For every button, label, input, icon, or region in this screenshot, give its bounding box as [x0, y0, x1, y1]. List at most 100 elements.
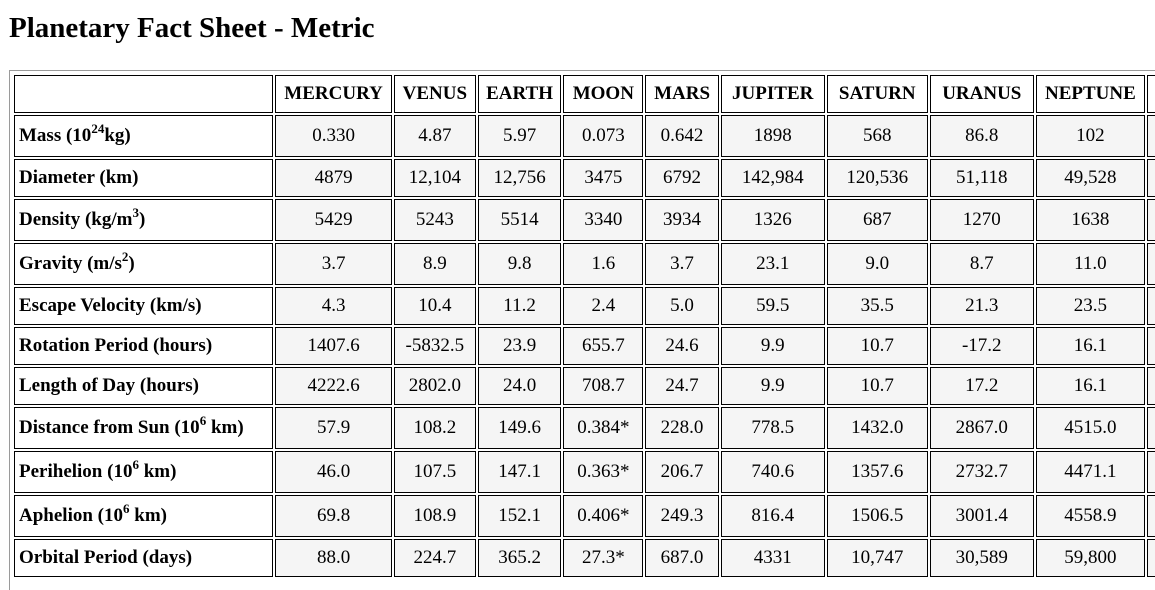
row-label: Distance from Sun (106 km)	[14, 407, 274, 449]
column-header-clipped	[1147, 75, 1155, 113]
row-label-text: Density (kg/m	[19, 209, 133, 230]
value-cell: 3475	[563, 159, 644, 197]
row-label-exponent: 3	[132, 205, 139, 220]
value-cell: 1.6	[563, 243, 644, 285]
value-cell: 2802.0	[393, 367, 476, 405]
fact-table-frame: MERCURY VENUS EARTH MOON MARS JUPITER SA…	[9, 70, 1155, 590]
value-cell: 3934	[645, 199, 719, 241]
value-cell: 2.4	[563, 287, 644, 325]
column-header-mars: MARS	[645, 75, 719, 113]
value-cell-clipped	[1147, 199, 1155, 241]
value-cell: 24.0	[477, 367, 562, 405]
row-label: Orbital Period (days)	[14, 539, 274, 577]
column-header-saturn: SATURN	[826, 75, 929, 113]
value-cell: 11.2	[477, 287, 562, 325]
value-cell: 1326	[720, 199, 825, 241]
row-label-exponent: 24	[91, 121, 105, 136]
column-header-moon: MOON	[563, 75, 644, 113]
value-cell: 9.9	[720, 367, 825, 405]
row-label-unit-tail: km)	[129, 505, 167, 526]
value-cell: 0.073	[563, 115, 644, 157]
row-label-unit-tail: kg)	[104, 125, 131, 146]
value-cell: 5243	[393, 199, 476, 241]
value-cell: 149.6	[477, 407, 562, 449]
value-cell: 69.8	[275, 495, 392, 537]
value-cell: 9.8	[477, 243, 562, 285]
row-label-text: Orbital Period (days)	[19, 547, 193, 568]
value-cell: 3.7	[645, 243, 719, 285]
value-cell: 1638	[1035, 199, 1146, 241]
value-cell: 3340	[563, 199, 644, 241]
value-cell: 147.1	[477, 451, 562, 493]
value-cell: 0.642	[645, 115, 719, 157]
value-cell: 10,747	[826, 539, 929, 577]
value-cell-clipped	[1147, 367, 1155, 405]
value-cell: 224.7	[393, 539, 476, 577]
value-cell: 8.9	[393, 243, 476, 285]
value-cell: 23.5	[1035, 287, 1146, 325]
value-cell: 86.8	[930, 115, 1034, 157]
value-cell: 249.3	[645, 495, 719, 537]
table-row: Mass (1024kg) 0.330 4.87 5.97 0.073 0.642 1898…	[14, 115, 1155, 157]
value-cell: 23.1	[720, 243, 825, 285]
value-cell: 5514	[477, 199, 562, 241]
column-header-jupiter: JUPITER	[720, 75, 825, 113]
value-cell: 4558.9	[1035, 495, 1146, 537]
column-header-uranus: URANUS	[930, 75, 1034, 113]
value-cell: 816.4	[720, 495, 825, 537]
value-cell: 8.7	[930, 243, 1034, 285]
value-cell: -17.2	[930, 327, 1034, 365]
row-label: Gravity (m/s2)	[14, 243, 274, 285]
value-cell: 4222.6	[275, 367, 392, 405]
value-cell: 1898	[720, 115, 825, 157]
row-label-text: Length of Day (hours)	[19, 375, 199, 396]
row-label-unit-tail: )	[138, 209, 146, 230]
value-cell: 687	[826, 199, 929, 241]
value-cell: 59.5	[720, 287, 825, 325]
value-cell: 0.384*	[563, 407, 644, 449]
value-cell: 4.87	[393, 115, 476, 157]
value-cell: 10.7	[826, 367, 929, 405]
table-row: Rotation Period (hours) 1407.6 -5832.5 23.9…	[14, 327, 1155, 365]
row-label-text: Perihelion (10	[19, 461, 133, 482]
value-cell: 4471.1	[1035, 451, 1146, 493]
value-cell: 21.3	[930, 287, 1034, 325]
row-label-exponent: 6	[132, 457, 139, 472]
column-header-mercury: MERCURY	[275, 75, 392, 113]
value-cell: 27.3*	[563, 539, 644, 577]
value-cell: 16.1	[1035, 327, 1146, 365]
table-row: Perihelion (106 km) 46.0 107.5 147.1 0.363* 2…	[14, 451, 1155, 493]
value-cell: 152.1	[477, 495, 562, 537]
row-label-text: Gravity (m/s	[19, 253, 122, 274]
row-label-text: Rotation Period (hours)	[19, 335, 213, 356]
value-cell: 30,589	[930, 539, 1034, 577]
value-cell-clipped	[1147, 159, 1155, 197]
value-cell: 4879	[275, 159, 392, 197]
value-cell: 16.1	[1035, 367, 1146, 405]
value-cell-clipped	[1147, 451, 1155, 493]
row-label: Escape Velocity (km/s)	[14, 287, 274, 325]
table-row: Orbital Period (days) 88.0 224.7 365.2 27.3*…	[14, 539, 1155, 577]
column-header-venus: VENUS	[393, 75, 476, 113]
value-cell: 778.5	[720, 407, 825, 449]
row-label: Perihelion (106 km)	[14, 451, 274, 493]
row-label-unit-tail: km)	[206, 417, 244, 438]
table-row: Length of Day (hours) 4222.6 2802.0 24.0 708…	[14, 367, 1155, 405]
value-cell: -5832.5	[393, 327, 476, 365]
value-cell-clipped	[1147, 327, 1155, 365]
value-cell: 0.363*	[563, 451, 644, 493]
value-cell: 12,756	[477, 159, 562, 197]
row-label-unit-tail: )	[128, 253, 135, 274]
value-cell: 49,528	[1035, 159, 1146, 197]
row-label: Diameter (km)	[14, 159, 274, 197]
value-cell: 6792	[645, 159, 719, 197]
value-cell: 4515.0	[1035, 407, 1146, 449]
row-label-text: Distance from Sun (10	[19, 417, 200, 438]
value-cell: 46.0	[275, 451, 392, 493]
planetary-fact-table: MERCURY VENUS EARTH MOON MARS JUPITER SA…	[12, 73, 1155, 579]
value-cell: 102	[1035, 115, 1146, 157]
row-label-exponent: 2	[121, 249, 129, 264]
value-cell: 0.406*	[563, 495, 644, 537]
value-cell: 1432.0	[826, 407, 929, 449]
row-label: Rotation Period (hours)	[14, 327, 274, 365]
